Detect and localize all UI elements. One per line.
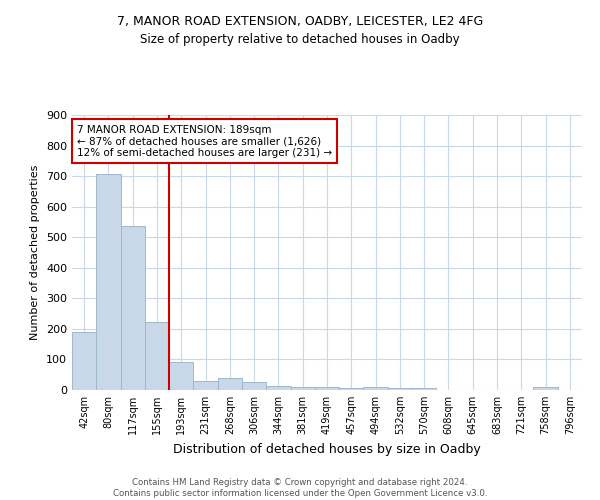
Text: 7, MANOR ROAD EXTENSION, OADBY, LEICESTER, LE2 4FG: 7, MANOR ROAD EXTENSION, OADBY, LEICESTE…: [117, 15, 483, 28]
Bar: [169, 362, 193, 390]
Y-axis label: Number of detached properties: Number of detached properties: [31, 165, 40, 340]
Bar: [242, 382, 266, 390]
Bar: [96, 174, 121, 390]
Bar: [315, 386, 339, 390]
Bar: [412, 388, 436, 390]
X-axis label: Distribution of detached houses by size in Oadby: Distribution of detached houses by size …: [173, 442, 481, 456]
Bar: [533, 387, 558, 390]
Text: 7 MANOR ROAD EXTENSION: 189sqm
← 87% of detached houses are smaller (1,626)
12% : 7 MANOR ROAD EXTENSION: 189sqm ← 87% of …: [77, 124, 332, 158]
Bar: [121, 226, 145, 390]
Bar: [218, 378, 242, 390]
Bar: [72, 332, 96, 390]
Bar: [145, 322, 169, 390]
Bar: [290, 386, 315, 390]
Text: Contains HM Land Registry data © Crown copyright and database right 2024.
Contai: Contains HM Land Registry data © Crown c…: [113, 478, 487, 498]
Bar: [193, 381, 218, 390]
Text: Size of property relative to detached houses in Oadby: Size of property relative to detached ho…: [140, 32, 460, 46]
Bar: [339, 388, 364, 390]
Bar: [266, 386, 290, 390]
Bar: [364, 387, 388, 390]
Bar: [388, 388, 412, 390]
